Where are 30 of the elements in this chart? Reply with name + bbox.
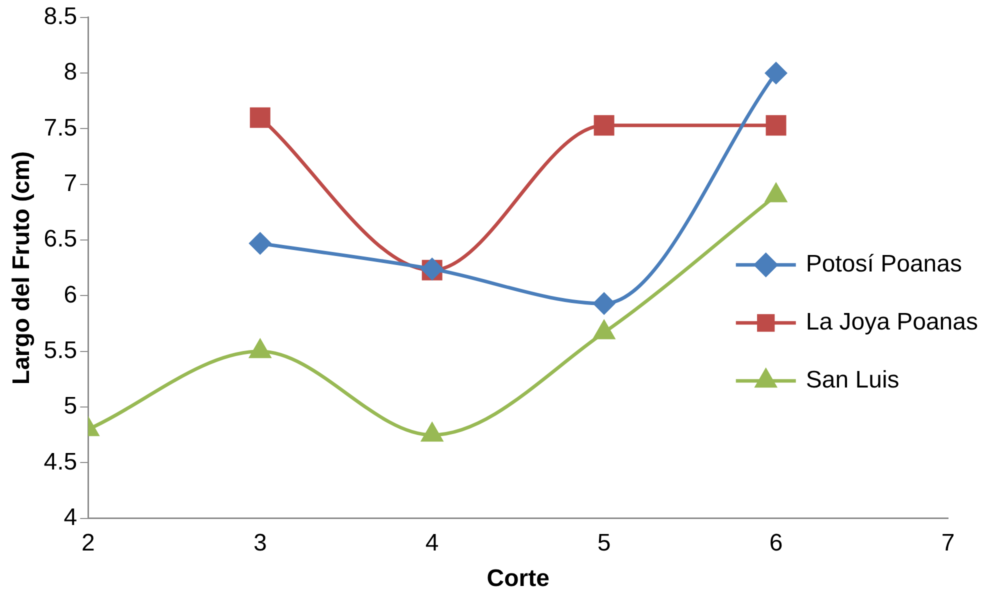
y-tick-label: 6 xyxy=(64,281,78,308)
x-tick-label: 2 xyxy=(81,529,95,556)
point xyxy=(250,340,271,358)
y-tick-label: 6.5 xyxy=(44,226,78,253)
y-tick-label: 4.5 xyxy=(44,448,78,476)
y-tick-label: 5 xyxy=(64,392,78,420)
x-tick-label: 6 xyxy=(769,529,783,556)
point xyxy=(249,232,271,254)
legend-label: San Luis xyxy=(806,366,900,394)
x-tick-label: 4 xyxy=(425,529,439,556)
y-axis-title: Largo del Fruto (cm) xyxy=(8,151,36,385)
y-tick-label: 7 xyxy=(64,170,78,198)
point xyxy=(422,423,443,442)
x-tick-label: 3 xyxy=(253,529,267,556)
point xyxy=(593,292,615,314)
x-tick-label: 5 xyxy=(597,529,611,556)
y-tick-label: 8.5 xyxy=(44,3,78,30)
legend-label: La Joya Poanas xyxy=(806,308,978,336)
y-tick-label: 4 xyxy=(64,504,78,532)
y-tick-label: 5.5 xyxy=(44,337,78,364)
point xyxy=(594,115,614,136)
point xyxy=(766,115,786,136)
x-axis-title: Corte xyxy=(486,565,550,592)
point xyxy=(594,320,614,340)
point xyxy=(250,107,270,128)
legend-label: Potosí Poanas xyxy=(806,250,962,278)
x-tick-label: 7 xyxy=(941,529,955,556)
y-tick-label: 8 xyxy=(64,58,78,86)
y-tick-label: 7.5 xyxy=(44,114,78,142)
point xyxy=(765,62,787,84)
